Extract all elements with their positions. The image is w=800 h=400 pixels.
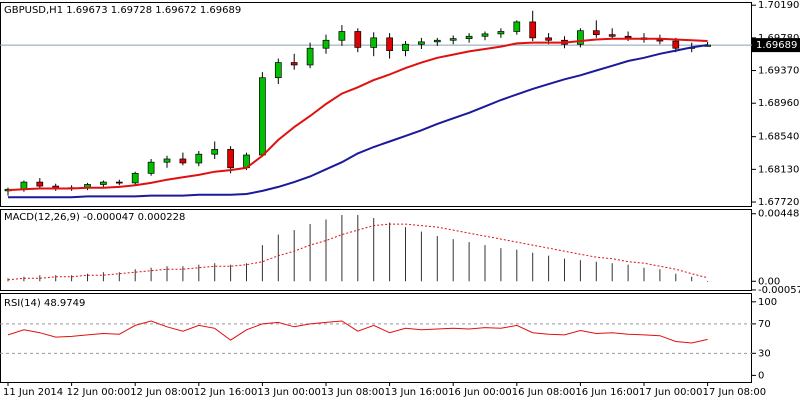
candle-body <box>449 38 457 41</box>
y-tick-label: 0.00 <box>758 276 780 287</box>
candle-body <box>402 43 409 51</box>
y-tick-label: 70 <box>758 319 771 330</box>
candle-body <box>497 31 505 35</box>
panel-frame <box>0 209 752 291</box>
candle-body <box>354 31 362 48</box>
candle-body <box>418 41 425 45</box>
x-tick-label: 12 Jun 16:00 <box>194 387 258 398</box>
candle-body <box>370 37 378 48</box>
x-tick-label: 13 Jun 08:00 <box>321 387 385 398</box>
x-tick-label: 16 Jun 00:00 <box>448 387 512 398</box>
x-tick-label: 13 Jun 00:00 <box>257 387 321 398</box>
x-tick-label: 13 Jun 16:00 <box>385 387 449 398</box>
indicator-title: MACD(12,26,9) -0.000047 0.000228 <box>4 212 185 223</box>
x-tick-label: 12 Jun 08:00 <box>130 387 194 398</box>
panel-frame <box>0 293 752 383</box>
candle-body <box>227 149 234 169</box>
macd-signal <box>7 223 708 281</box>
candle-body <box>338 31 346 41</box>
moving-average <box>7 37 708 192</box>
candle-body <box>672 40 680 49</box>
candle-body <box>465 35 473 40</box>
y-tick-label: 1.69370 <box>758 66 799 77</box>
indicator-title: RSI(14) 48.9749 <box>4 298 85 309</box>
y-tick-label: 1.70190 <box>758 0 799 11</box>
candle-body <box>115 181 123 184</box>
y-tick-label: 1.67720 <box>758 197 799 208</box>
candle-body <box>545 37 552 41</box>
y-tick-label: -0.000575 <box>758 285 800 296</box>
candle-body <box>433 39 441 43</box>
chart-title: GBPUSD,H1 1.69673 1.69728 1.69672 1.6968… <box>4 5 241 16</box>
x-tick-label: 11 Jun 2014 <box>3 387 63 398</box>
y-tick-label: 1.68540 <box>758 132 799 143</box>
current-price-box <box>752 38 800 53</box>
candle-body <box>306 47 314 66</box>
candle-body <box>179 158 187 164</box>
candle-body <box>290 62 298 66</box>
candle-body <box>36 181 44 187</box>
candle-body <box>131 172 139 184</box>
candle-body <box>274 62 282 79</box>
x-tick-label: 16 Jun 16:00 <box>575 387 639 398</box>
candle-body <box>100 181 107 185</box>
y-tick-label: 1.68960 <box>758 98 799 109</box>
rsi-line <box>7 320 708 344</box>
y-tick-label: 100 <box>758 297 777 308</box>
x-tick-label: 17 Jun 08:00 <box>703 387 767 398</box>
candle-body <box>592 30 600 36</box>
candle-body <box>259 77 266 156</box>
candle-body <box>211 149 219 155</box>
candle-body <box>163 158 171 163</box>
candle-body <box>529 21 537 39</box>
current-price-label: 1.69689 <box>756 40 797 51</box>
candle-body <box>322 39 330 49</box>
candle-body <box>577 30 584 45</box>
y-tick-label: 0.004485 <box>758 209 800 220</box>
panel-frame <box>0 2 752 207</box>
y-tick-label: 0 <box>758 370 764 381</box>
candle-body <box>513 21 521 32</box>
y-tick-label: 1.68130 <box>758 164 799 175</box>
x-tick-label: 17 Jun 00:00 <box>639 387 703 398</box>
moving-average <box>8 44 708 199</box>
x-tick-label: 12 Jun 00:00 <box>67 387 131 398</box>
candle-body <box>386 37 393 51</box>
candle-body <box>147 161 155 174</box>
candle-body <box>195 153 203 164</box>
candle-body <box>481 33 489 37</box>
x-tick-label: 16 Jun 08:00 <box>512 387 576 398</box>
candle-body <box>608 34 616 37</box>
candle-body <box>20 181 28 190</box>
y-tick-label: 30 <box>758 348 771 359</box>
candle-body <box>624 35 632 39</box>
